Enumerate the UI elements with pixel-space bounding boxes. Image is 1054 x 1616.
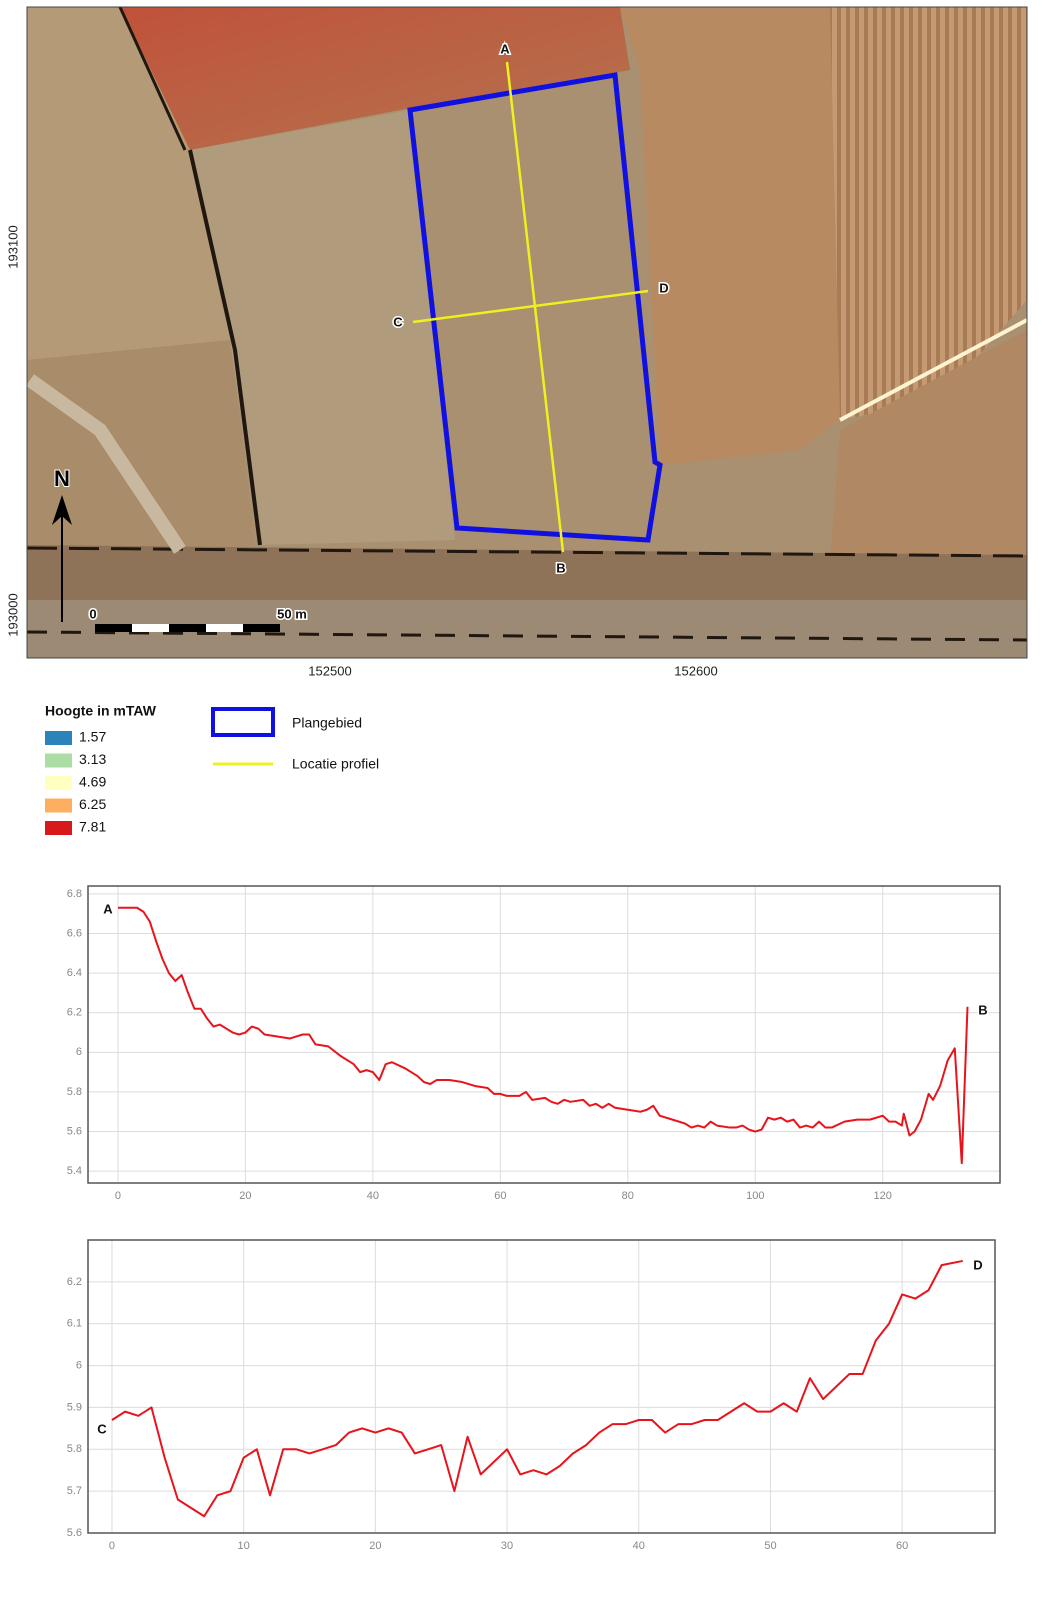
y-tick-label: 6 xyxy=(76,1359,82,1371)
profile-point: C xyxy=(393,314,403,329)
y-tick-label: 6.8 xyxy=(67,888,82,900)
y-tick-label: 5.9 xyxy=(67,1401,82,1413)
legend-swatch xyxy=(213,709,273,735)
x-tick-label: 100 xyxy=(746,1190,764,1202)
legend-label: 3.13 xyxy=(79,751,106,767)
legend-label: Plangebied xyxy=(292,715,362,731)
profile-end-label: B xyxy=(978,1002,987,1017)
legend-swatch xyxy=(45,731,72,745)
profile-point: B xyxy=(556,560,565,575)
y-tick-label: 6.4 xyxy=(67,967,82,979)
y-tick-label: 6 xyxy=(76,1046,82,1058)
y-tick-label: 5.6 xyxy=(67,1125,82,1137)
y-tick-label: 5.8 xyxy=(67,1443,82,1455)
legend-label: Locatie profiel xyxy=(292,756,379,772)
x-tick-label: 0 xyxy=(115,1190,121,1202)
legend-title: Hoogte in mTAW xyxy=(45,703,157,719)
y-tick-label: 5.6 xyxy=(67,1527,82,1539)
legend-swatch xyxy=(45,754,72,768)
profile-point: A xyxy=(500,41,510,56)
profile-point: D xyxy=(659,280,668,295)
y-tick-label: 6.2 xyxy=(67,1276,82,1288)
profile-end-label: A xyxy=(103,901,113,916)
x-tick-label: 20 xyxy=(239,1190,251,1202)
legend-swatch xyxy=(45,799,72,813)
y-tick-label: 5.7 xyxy=(67,1485,82,1497)
legend-swatch xyxy=(45,776,72,790)
north-label: N xyxy=(54,466,70,491)
x-tick-label: 40 xyxy=(633,1540,645,1552)
profile-end-label: C xyxy=(97,1421,107,1436)
map-y-label: 193000 xyxy=(5,593,20,636)
plot-area xyxy=(88,886,1000,1183)
scale-label: 50 m xyxy=(277,606,307,621)
y-tick-label: 5.8 xyxy=(67,1086,82,1098)
plot-area xyxy=(88,1240,995,1533)
y-tick-label: 5.4 xyxy=(67,1165,82,1177)
x-tick-label: 80 xyxy=(622,1190,634,1202)
legend-label: 6.25 xyxy=(79,796,106,812)
x-tick-label: 0 xyxy=(109,1540,115,1552)
x-tick-label: 30 xyxy=(501,1540,513,1552)
x-tick-label: 60 xyxy=(896,1540,908,1552)
profile-end-label: D xyxy=(973,1257,982,1272)
legend-swatch xyxy=(45,821,72,835)
x-tick-label: 60 xyxy=(494,1190,506,1202)
x-tick-label: 40 xyxy=(367,1190,379,1202)
map-y-label: 193100 xyxy=(5,225,20,268)
map-x-label: 152600 xyxy=(674,663,717,678)
x-tick-label: 10 xyxy=(238,1540,250,1552)
y-tick-label: 6.2 xyxy=(67,1007,82,1019)
y-tick-label: 6.6 xyxy=(67,927,82,939)
map-x-label: 152500 xyxy=(308,663,351,678)
map xyxy=(27,7,1027,658)
page: A B C D N 0 50 m 193100 193000 152500 15… xyxy=(0,0,1054,1611)
legend-label: 1.57 xyxy=(79,729,106,745)
scale-label: 0 xyxy=(89,606,96,621)
legend: Hoogte in mTAW Plangebied Locatie profie… xyxy=(45,703,379,835)
x-tick-label: 50 xyxy=(764,1540,776,1552)
legend-label: 7.81 xyxy=(79,819,106,835)
legend-label: 4.69 xyxy=(79,774,106,790)
y-tick-label: 6.1 xyxy=(67,1318,82,1330)
x-tick-label: 120 xyxy=(874,1190,892,1202)
x-tick-label: 20 xyxy=(369,1540,381,1552)
